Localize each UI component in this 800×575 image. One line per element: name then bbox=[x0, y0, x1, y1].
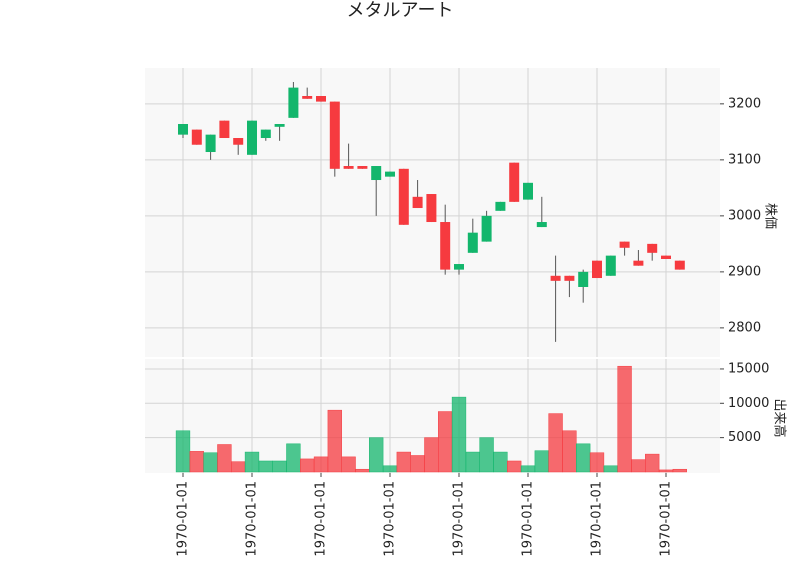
candle-body bbox=[191, 129, 202, 145]
volume-bar bbox=[562, 430, 577, 473]
volume-bar bbox=[507, 460, 522, 473]
volume-bar bbox=[189, 451, 204, 473]
candle-body bbox=[509, 162, 520, 202]
candle-body bbox=[426, 194, 437, 223]
volume-bar bbox=[617, 365, 632, 473]
volume-bar bbox=[396, 451, 411, 473]
y-tick-label: 2900 bbox=[728, 264, 761, 279]
candle-body bbox=[385, 171, 395, 177]
candle-body bbox=[578, 271, 589, 287]
volume-bar bbox=[451, 396, 467, 473]
candle-body bbox=[619, 241, 630, 248]
x-tick-label: 1970-01-01 bbox=[452, 481, 467, 557]
candle-body bbox=[523, 182, 533, 200]
volume-bar bbox=[286, 443, 301, 473]
candle-body bbox=[219, 120, 230, 139]
volume-axis-label: 出来高 bbox=[772, 398, 788, 437]
volume-bar bbox=[631, 459, 646, 473]
y-tick-label: 2800 bbox=[728, 320, 761, 335]
volume-bar bbox=[244, 451, 260, 473]
y-tick-label: 3100 bbox=[728, 152, 761, 167]
volume-bar bbox=[175, 430, 191, 473]
candle-body bbox=[288, 87, 299, 118]
volume-bar bbox=[493, 451, 508, 473]
candle-body bbox=[481, 215, 492, 242]
volume-bar bbox=[534, 450, 549, 473]
chart-title: メタルアート bbox=[347, 0, 454, 21]
candle-body bbox=[550, 275, 561, 281]
volume-tick-label: 10000 bbox=[728, 396, 769, 411]
volume-bar bbox=[672, 468, 687, 473]
candle-body bbox=[661, 255, 671, 259]
volume-bar bbox=[203, 452, 218, 473]
candle-body bbox=[357, 166, 368, 169]
candle-body bbox=[454, 264, 464, 270]
volume-tick-label: 5000 bbox=[728, 430, 761, 445]
volume-bar bbox=[300, 458, 315, 473]
candle-body bbox=[233, 138, 244, 145]
volume-bar bbox=[341, 456, 356, 473]
volume-bar bbox=[258, 460, 273, 473]
volume-bar bbox=[438, 411, 453, 473]
candle-body bbox=[329, 101, 340, 169]
x-tick-label: 1970-01-01 bbox=[245, 481, 260, 557]
volume-bar bbox=[603, 465, 618, 473]
volume-bar bbox=[576, 443, 591, 473]
volume-bar bbox=[465, 451, 480, 473]
x-tick-label: 1970-01-01 bbox=[314, 481, 329, 557]
candle-body bbox=[564, 275, 575, 281]
candle-body bbox=[274, 124, 285, 127]
volume-bar bbox=[313, 456, 329, 473]
volume-tick-label: 15000 bbox=[728, 361, 769, 376]
y-tick-label: 3000 bbox=[728, 208, 761, 223]
y-tick-label: 3200 bbox=[728, 96, 761, 111]
candle-body bbox=[398, 168, 409, 225]
volume-bar bbox=[645, 453, 660, 473]
x-tick-label: 1970-01-01 bbox=[176, 481, 191, 557]
candle-body bbox=[495, 201, 506, 211]
volume-bar bbox=[520, 465, 536, 473]
candle-body bbox=[633, 260, 644, 266]
volume-bar bbox=[479, 437, 494, 473]
y-axis-label: 株価 bbox=[763, 203, 778, 229]
volume-bar bbox=[589, 452, 605, 473]
candle-body bbox=[178, 124, 188, 135]
candle-body bbox=[412, 196, 423, 209]
volume-bar bbox=[272, 460, 287, 473]
x-tick-label: 1970-01-01 bbox=[659, 481, 674, 557]
volume-bar bbox=[327, 409, 342, 473]
volume-bar bbox=[548, 413, 563, 473]
candle-body bbox=[205, 134, 216, 153]
volume-bar bbox=[231, 461, 246, 473]
candle-body bbox=[605, 255, 616, 276]
candle-body bbox=[302, 96, 313, 99]
volume-bar bbox=[410, 455, 425, 473]
candle-body bbox=[247, 120, 257, 155]
candle-body bbox=[343, 166, 354, 169]
volume-bar bbox=[658, 469, 674, 473]
volume-bar bbox=[217, 444, 232, 473]
volume-bar bbox=[424, 437, 439, 473]
candle-body bbox=[536, 222, 547, 228]
x-tick-label: 1970-01-01 bbox=[383, 481, 398, 557]
candle-body bbox=[260, 129, 271, 139]
candle-body bbox=[467, 232, 478, 253]
x-tick-label: 1970-01-01 bbox=[590, 481, 605, 557]
volume-bar bbox=[355, 468, 370, 473]
candle-body bbox=[647, 243, 658, 253]
volume-bar bbox=[369, 437, 384, 473]
volume-bar bbox=[382, 465, 398, 473]
candle-body bbox=[316, 96, 326, 102]
candle-body bbox=[674, 260, 685, 270]
x-tick-label: 1970-01-01 bbox=[521, 481, 536, 557]
candle-body bbox=[440, 222, 451, 270]
candle-body bbox=[371, 166, 382, 181]
candle-body bbox=[592, 260, 602, 279]
